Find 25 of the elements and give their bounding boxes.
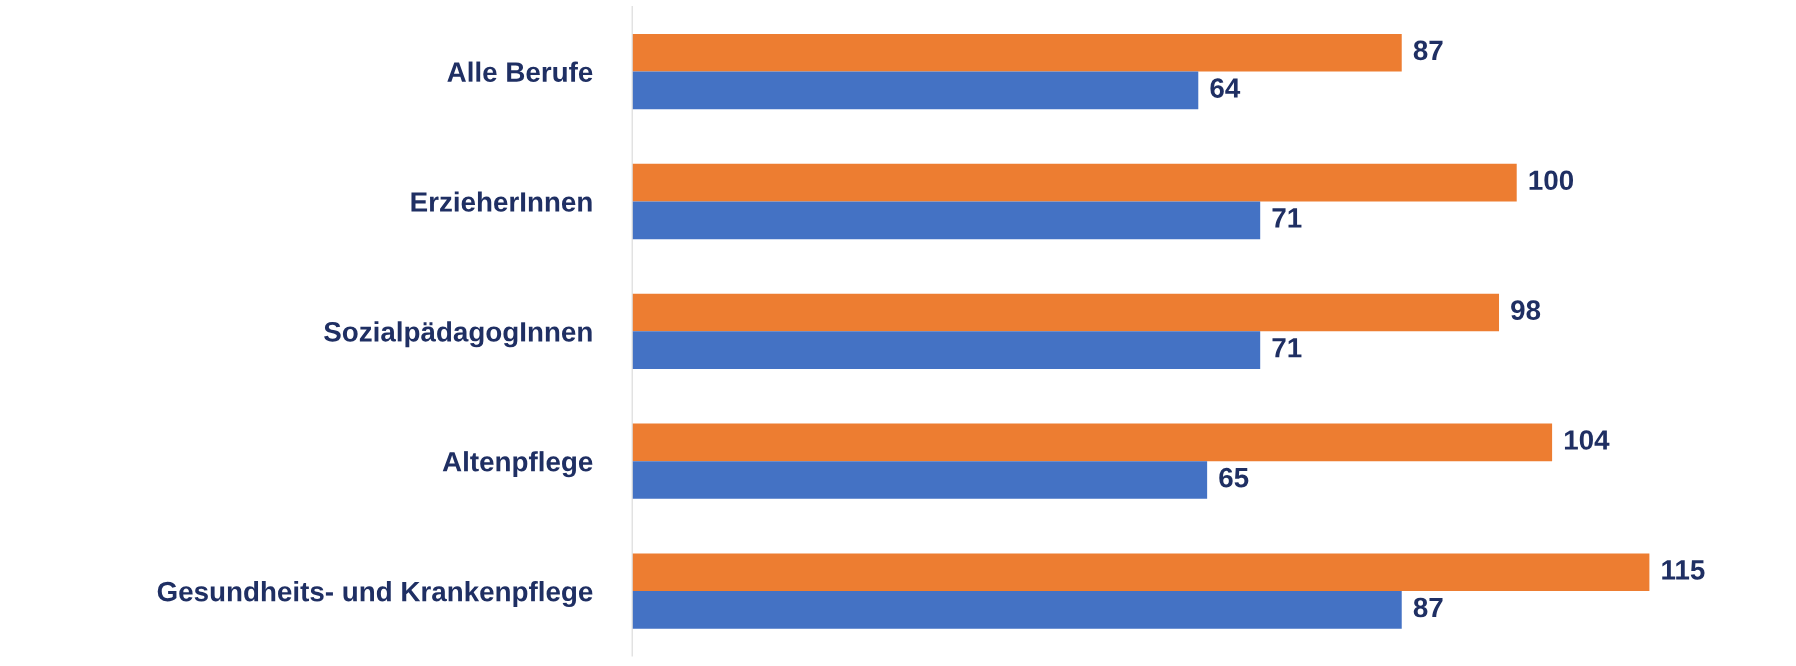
data-label: 71 xyxy=(1272,208,1302,228)
data-label: 71 xyxy=(1272,338,1302,358)
y-tick-label: SozialpädagogInnen xyxy=(324,321,592,348)
data-label: 87 xyxy=(1413,597,1443,618)
bar xyxy=(632,461,1208,499)
bar xyxy=(632,71,1199,110)
bar xyxy=(632,331,1261,369)
data-label: 65 xyxy=(1219,467,1249,488)
y-tick-label: ErzieherInnen xyxy=(411,191,592,212)
bar xyxy=(632,293,1500,332)
data-label: 87 xyxy=(1413,40,1443,61)
data-label: 104 xyxy=(1564,430,1610,450)
bar xyxy=(632,423,1553,462)
data-label: 115 xyxy=(1662,560,1705,580)
bar xyxy=(632,591,1402,629)
data-label: 64 xyxy=(1210,78,1241,98)
y-tick-label: Gesundheits- und Krankenpflege xyxy=(157,581,593,608)
bar xyxy=(632,163,1517,202)
bar xyxy=(632,33,1402,72)
data-label: 98 xyxy=(1511,300,1541,320)
data-label: 100 xyxy=(1529,170,1574,191)
bar xyxy=(632,201,1261,240)
y-tick-label: Altenpflege xyxy=(442,451,593,478)
bar xyxy=(632,553,1650,592)
y-tick-label: Alle Berufe xyxy=(447,61,593,82)
